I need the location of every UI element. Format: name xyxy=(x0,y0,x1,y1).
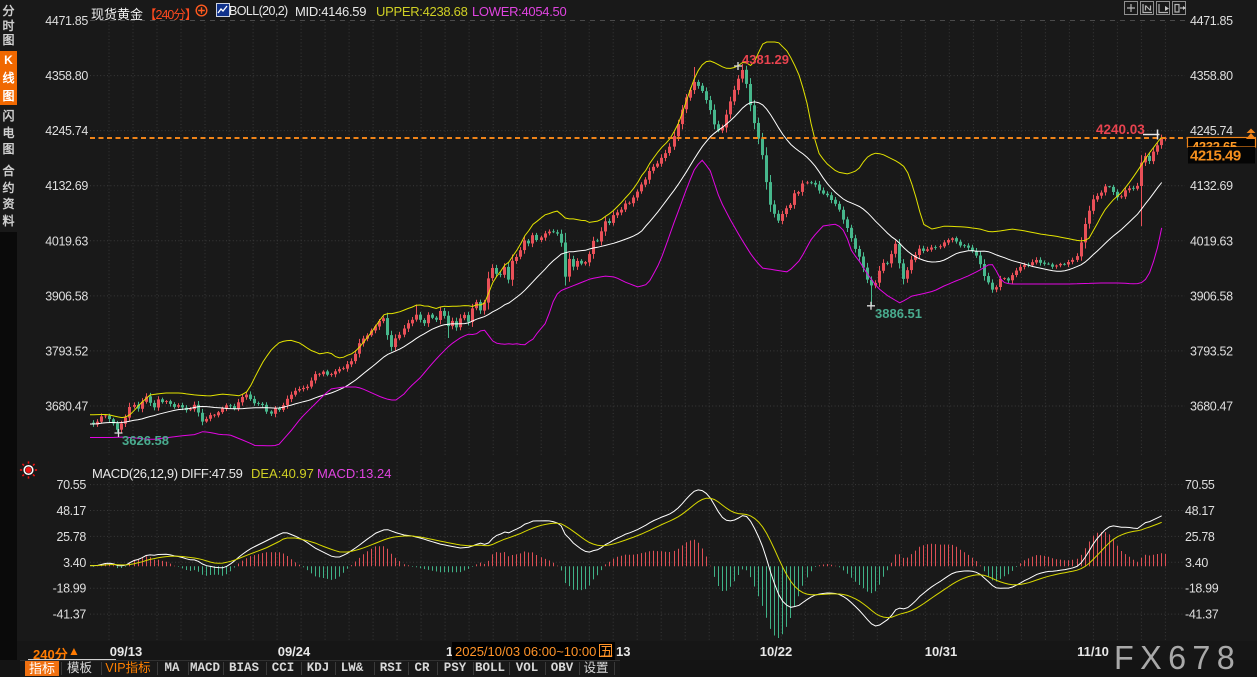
svg-text:4358.80: 4358.80 xyxy=(1190,69,1233,83)
svg-text:25.78: 25.78 xyxy=(56,530,86,544)
svg-text:3.40: 3.40 xyxy=(1185,556,1208,570)
svg-text:4381.29: 4381.29 xyxy=(742,52,789,67)
svg-text:3.40: 3.40 xyxy=(63,556,86,570)
svg-text:3793.52: 3793.52 xyxy=(45,344,88,358)
svg-text:4240.03: 4240.03 xyxy=(1096,122,1145,137)
svg-text:70.55: 70.55 xyxy=(56,478,86,492)
svg-text:48.17: 48.17 xyxy=(56,504,86,518)
svg-text:70.55: 70.55 xyxy=(1185,478,1215,492)
svg-text:4471.85: 4471.85 xyxy=(1190,14,1233,28)
svg-text:MACD:13.24: MACD:13.24 xyxy=(317,466,391,481)
svg-text:4471.85: 4471.85 xyxy=(45,14,88,28)
svg-text:4019.63: 4019.63 xyxy=(45,234,88,248)
svg-text:4019.63: 4019.63 xyxy=(1190,234,1233,248)
svg-text:DEA:40.97: DEA:40.97 xyxy=(251,466,314,481)
svg-text:MACD(26,12,9) DIFF:47.59: MACD(26,12,9) DIFF:47.59 xyxy=(92,466,243,481)
svg-text:48.17: 48.17 xyxy=(1185,504,1215,518)
svg-text:4245.74: 4245.74 xyxy=(1190,124,1233,138)
svg-text:-41.37: -41.37 xyxy=(53,608,87,622)
svg-text:-18.99: -18.99 xyxy=(1185,582,1219,596)
svg-text:-18.99: -18.99 xyxy=(53,582,87,596)
svg-text:3680.47: 3680.47 xyxy=(1190,400,1233,414)
svg-text:3886.51: 3886.51 xyxy=(875,306,922,321)
svg-text:4245.74: 4245.74 xyxy=(45,124,88,138)
svg-text:4215.49: 4215.49 xyxy=(1190,148,1241,165)
svg-text:4132.69: 4132.69 xyxy=(45,179,88,193)
svg-text:3680.47: 3680.47 xyxy=(45,400,88,414)
svg-text:3906.58: 3906.58 xyxy=(45,289,88,303)
svg-text:3793.52: 3793.52 xyxy=(1190,344,1233,358)
svg-text:4132.69: 4132.69 xyxy=(1190,179,1233,193)
svg-text:4358.80: 4358.80 xyxy=(45,69,88,83)
svg-text:3906.58: 3906.58 xyxy=(1190,289,1233,303)
svg-text:3626.58: 3626.58 xyxy=(122,433,169,448)
svg-text:25.78: 25.78 xyxy=(1185,530,1215,544)
svg-text:-41.37: -41.37 xyxy=(1185,608,1219,622)
